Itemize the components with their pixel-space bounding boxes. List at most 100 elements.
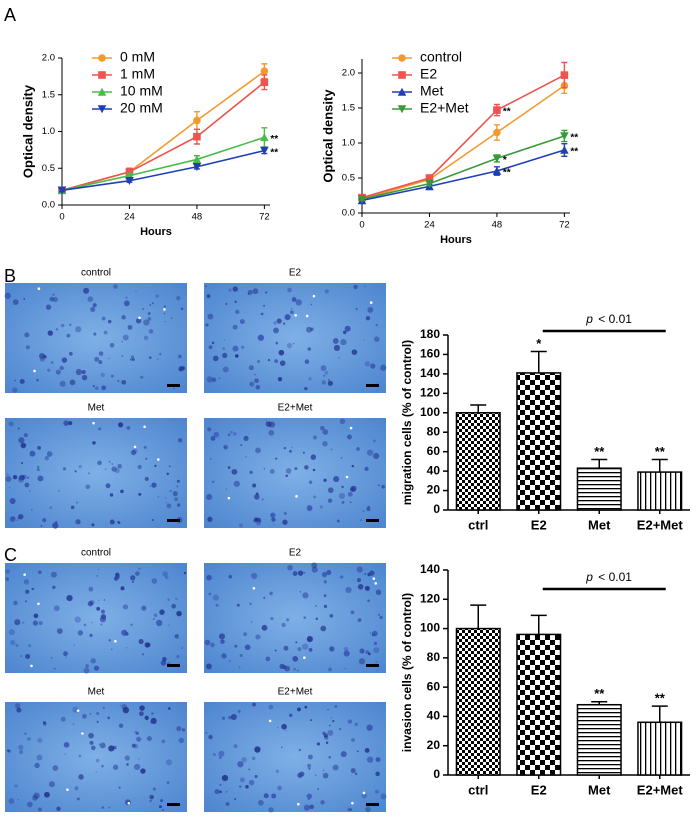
stain <box>327 498 333 503</box>
stain <box>104 468 107 470</box>
stain <box>374 336 380 342</box>
stain <box>248 768 251 771</box>
annotation: ** <box>270 134 278 145</box>
stain <box>88 586 94 592</box>
stain <box>282 322 286 325</box>
error-bar <box>591 458 608 469</box>
stain <box>126 763 129 766</box>
stain <box>329 724 331 727</box>
stain <box>323 580 327 584</box>
stain <box>139 705 145 711</box>
stain <box>118 422 124 428</box>
stain <box>233 744 238 749</box>
stain <box>44 455 49 461</box>
stain <box>241 757 247 763</box>
stain <box>108 639 111 642</box>
stain <box>279 663 285 669</box>
stain <box>83 287 90 294</box>
stain <box>177 503 181 507</box>
stain <box>164 496 167 499</box>
stain <box>6 749 10 752</box>
stain <box>278 349 285 356</box>
annotation: ** <box>594 686 605 701</box>
stain <box>320 800 325 805</box>
stain <box>324 289 329 294</box>
marker <box>57 186 67 195</box>
stain <box>176 610 182 617</box>
stain <box>257 334 265 341</box>
x-axis-label: Hours <box>440 234 472 246</box>
stain <box>315 605 317 607</box>
stain <box>353 284 358 290</box>
stain <box>52 585 56 590</box>
stain <box>20 655 23 658</box>
stain <box>56 806 61 811</box>
stain <box>361 793 368 799</box>
stain <box>366 449 374 456</box>
stain <box>37 465 40 468</box>
stain <box>313 495 317 499</box>
stain <box>276 726 279 729</box>
x-tick-label: ctrl <box>468 782 488 797</box>
micrograph-caption: control <box>81 268 111 279</box>
stain <box>138 758 140 760</box>
stain <box>167 598 170 601</box>
series-line <box>361 74 565 199</box>
stain <box>239 785 242 788</box>
stain <box>295 641 298 644</box>
y-tick-label: 2.0 <box>342 68 355 79</box>
stain <box>166 472 169 476</box>
stain <box>100 372 106 378</box>
stain <box>143 446 147 449</box>
stain <box>375 757 381 763</box>
highlight <box>268 719 272 723</box>
stain <box>222 716 226 720</box>
stain <box>225 802 230 806</box>
stain <box>25 654 31 659</box>
highlight <box>297 802 300 806</box>
stain <box>64 753 67 755</box>
stain <box>117 464 122 469</box>
stain <box>234 300 237 303</box>
stain <box>27 737 31 741</box>
stain <box>206 376 213 383</box>
stain <box>124 799 131 806</box>
stain <box>302 451 305 454</box>
stain <box>328 756 331 759</box>
stain <box>304 705 308 709</box>
stain <box>77 630 84 636</box>
stain <box>206 574 212 581</box>
stain <box>367 599 370 602</box>
stain <box>350 485 357 492</box>
stain <box>120 586 125 591</box>
highlight <box>33 369 36 373</box>
error-bar <box>651 458 668 473</box>
stain <box>211 377 217 383</box>
panel-label: A <box>4 5 16 25</box>
y-tick-label: 20 <box>427 483 441 497</box>
legend-marker <box>397 105 407 114</box>
stain <box>160 660 167 666</box>
scale-bar <box>366 803 379 806</box>
highlight <box>345 475 349 479</box>
stain <box>59 380 66 387</box>
highlight <box>312 294 316 298</box>
highlight <box>157 458 160 461</box>
micrograph <box>5 283 187 393</box>
y-tick-label: 40 <box>427 463 441 477</box>
stain <box>354 722 358 727</box>
stain <box>69 323 72 327</box>
stain <box>14 379 16 382</box>
stain <box>304 465 309 470</box>
stain <box>232 286 238 292</box>
stain <box>375 323 378 327</box>
stain <box>330 448 333 451</box>
stain <box>118 723 124 728</box>
stain <box>362 339 365 341</box>
micrograph <box>5 702 187 812</box>
stain <box>381 484 385 489</box>
stain <box>213 753 216 756</box>
stain <box>366 507 371 511</box>
stain <box>314 774 317 777</box>
stain <box>144 642 150 648</box>
